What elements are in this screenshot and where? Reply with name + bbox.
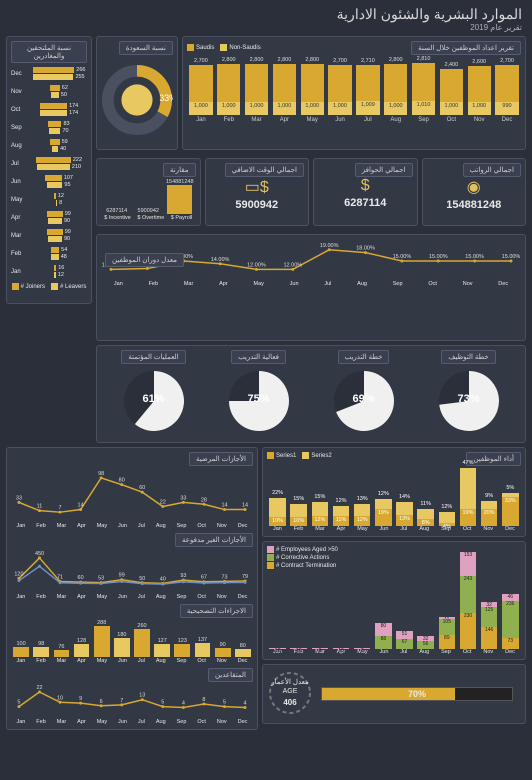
compare-panel: مقارنة 62871145900942154881248 $ Incenti… [96, 158, 201, 226]
svg-text:67: 67 [201, 575, 207, 581]
dollar-icon: $ [318, 177, 413, 195]
footer-progress: 70% [321, 687, 513, 701]
turnover-panel: معدل دوران الموظفين 12.00%12.30%15.00%14… [96, 234, 526, 341]
coins-icon: ◉ [427, 177, 522, 197]
svg-text:15.00%: 15.00% [393, 254, 412, 260]
saudization-donut: 33% [101, 63, 173, 137]
money-icon: ▭$ [210, 177, 305, 197]
saudization-panel: نسبة السعودة 33% [96, 36, 178, 150]
svg-text:5: 5 [17, 700, 20, 706]
payroll-kpi: اجمالي الرواتب ◉ 154881248 [422, 158, 527, 226]
incentive-kpi: اجمالي الحوافز $ 6287114 [313, 158, 418, 226]
svg-text:6: 6 [100, 699, 103, 705]
svg-text:33: 33 [16, 495, 22, 501]
svg-text:9: 9 [79, 696, 82, 702]
svg-text:15.00%: 15.00% [429, 254, 448, 260]
svg-text:5: 5 [223, 700, 226, 706]
svg-text:5: 5 [161, 700, 164, 706]
svg-text:71: 71 [57, 574, 63, 580]
svg-text:7: 7 [120, 698, 123, 704]
svg-text:11: 11 [37, 504, 43, 510]
svg-text:22: 22 [36, 685, 42, 691]
page-subtitle: تقرير عام 2019 [6, 23, 522, 32]
svg-text:99: 99 [119, 573, 125, 579]
page-title: الموارد البشرية والشئون الادارية [6, 6, 522, 23]
svg-text:33%: 33% [159, 93, 173, 103]
svg-text:33: 33 [180, 495, 186, 501]
svg-text:18.00%: 18.00% [356, 246, 375, 252]
svg-text:53: 53 [98, 576, 104, 582]
svg-text:4: 4 [244, 700, 247, 706]
svg-text:80: 80 [119, 478, 125, 484]
svg-text:14.00%: 14.00% [211, 257, 230, 263]
page-header: الموارد البشرية والشئون الادارية تقرير ع… [6, 6, 526, 32]
svg-text:50: 50 [139, 576, 145, 582]
svg-text:19.00%: 19.00% [320, 243, 339, 249]
svg-text:120: 120 [14, 571, 23, 577]
svg-text:79: 79 [242, 574, 248, 580]
svg-text:60: 60 [139, 485, 145, 491]
svg-text:14: 14 [242, 503, 248, 509]
svg-text:14: 14 [78, 503, 84, 509]
jl-title: نسبة الملتحقين والمغادرين [11, 41, 87, 63]
performance-panel: Series1 Series2 أداء الموظفين 22% 10% 15… [262, 447, 526, 537]
joiners-leavers-panel: نسبة الملتحقين والمغادرين Dec 266 255 No… [6, 36, 92, 304]
svg-text:4: 4 [182, 700, 185, 706]
svg-text:73: 73 [221, 574, 227, 580]
svg-text:7: 7 [59, 505, 62, 511]
svg-text:40: 40 [160, 576, 166, 582]
headcount-panel: Saudis Non-Saudis تقرير اعداد الموظفين خ… [182, 36, 526, 150]
svg-text:98: 98 [98, 471, 104, 477]
svg-text:15.00%: 15.00% [465, 254, 484, 260]
svg-text:28: 28 [201, 497, 207, 503]
footer-panel: معدل الأعمار AGE 406 70% [262, 664, 526, 724]
svg-text:12.00%: 12.00% [283, 262, 302, 268]
svg-text:60: 60 [78, 575, 84, 581]
svg-text:12.00%: 12.00% [247, 262, 266, 268]
svg-text:10: 10 [57, 695, 63, 701]
svg-text:13: 13 [139, 693, 145, 699]
svg-text:14: 14 [221, 503, 227, 509]
svg-text:8: 8 [202, 697, 205, 703]
svg-text:15.00%: 15.00% [502, 254, 521, 260]
svg-text:93: 93 [180, 573, 186, 579]
svg-text:450: 450 [35, 551, 44, 557]
pies-panel: العمليات المؤتمتة 61% فعالية التدريب 75%… [96, 345, 526, 443]
svg-text:22: 22 [160, 500, 166, 506]
left-charts-panel: الأجازات المرضية 33117149880602233281414… [6, 447, 258, 730]
overtime-kpi: اجمالي الوقت الاضافي ▭$ 5900942 [205, 158, 310, 226]
age-stack-panel: # Employees Aged >50 # Corrective Action… [262, 541, 526, 660]
